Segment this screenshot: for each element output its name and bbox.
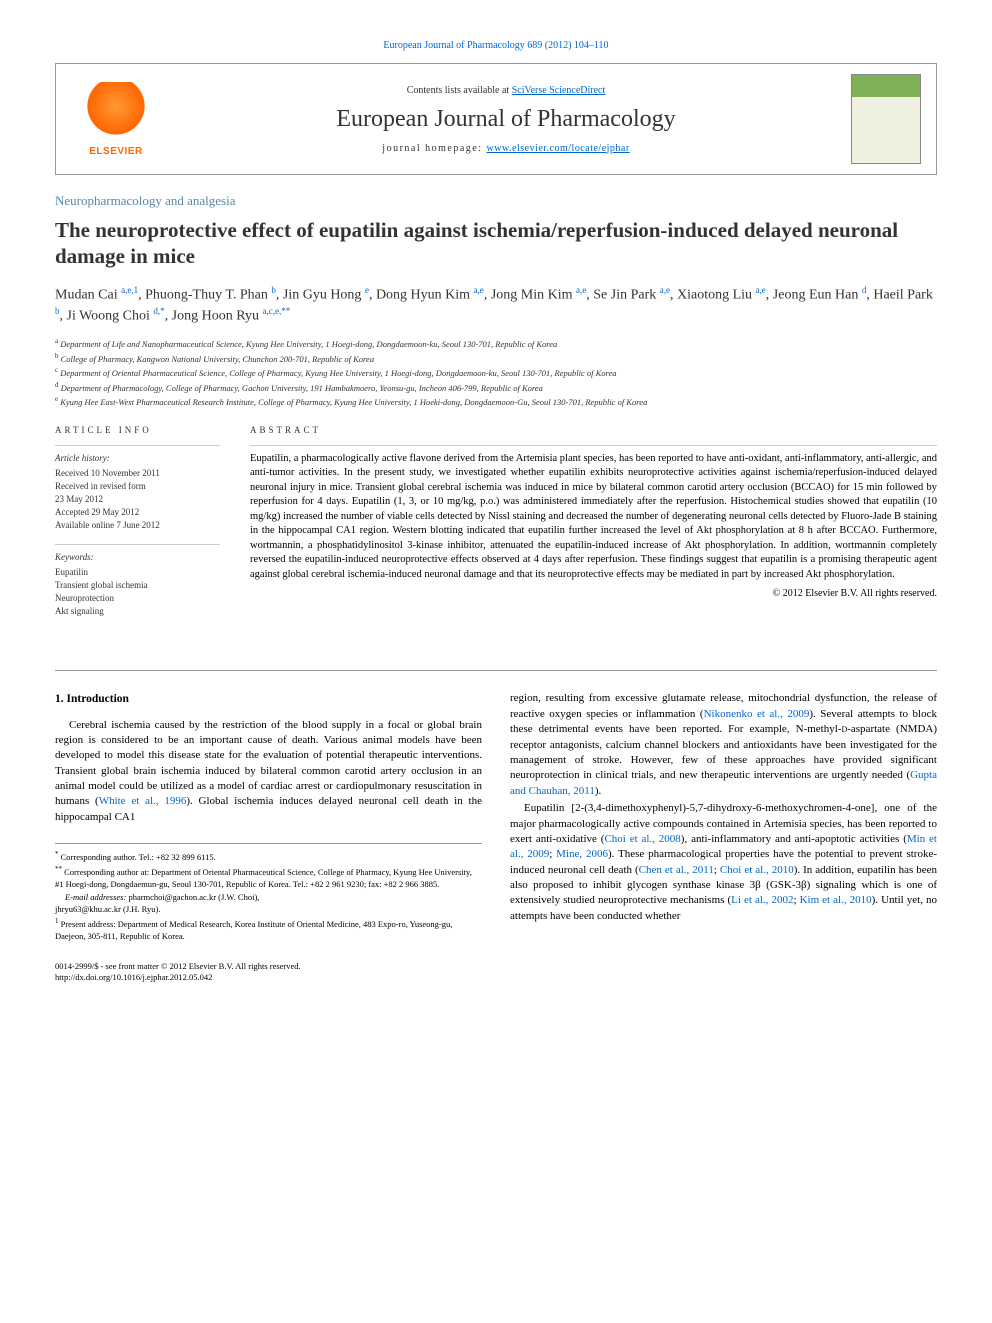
keyword-item: Eupatilin <box>55 566 220 579</box>
footnote-star-icon: * <box>55 850 59 858</box>
affiliation-line: e Kyung Hee East-West Pharmaceutical Res… <box>55 394 937 409</box>
affiliation-line: d Department of Pharmacology, College of… <box>55 380 937 395</box>
footer-doi-link[interactable]: http://dx.doi.org/10.1016/j.ejphar.2012.… <box>55 972 482 983</box>
history-label: Article history: <box>55 452 220 465</box>
article-info-sidebar: article info Article history: Received 1… <box>55 425 220 631</box>
header-center: Contents lists available at SciVerse Sci… <box>161 85 851 154</box>
contents-line: Contents lists available at SciVerse Sci… <box>161 85 851 96</box>
keywords-block: Keywords: EupatilinTransient global isch… <box>55 544 220 618</box>
history-line: 23 May 2012 <box>55 493 220 506</box>
footnote-1-icon: 1 <box>55 917 59 925</box>
footer-line1: 0014-2999/$ - see front matter © 2012 El… <box>55 961 482 972</box>
footnotes: * Corresponding author. Tel.: +82 32 899… <box>55 843 482 943</box>
homepage-prefix: journal homepage: <box>382 143 486 154</box>
intro-para-3: Eupatilin [2-(3,4-dimethoxyphenyl)-5,7-d… <box>510 801 937 924</box>
abstract-copyright: © 2012 Elsevier B.V. All rights reserved… <box>250 588 937 599</box>
body-col-left: 1. Introduction Cerebral ischemia caused… <box>55 691 482 983</box>
journal-name: European Journal of Pharmacology <box>161 106 851 133</box>
footnote-corr1: * Corresponding author. Tel.: +82 32 899… <box>55 850 482 864</box>
history-line: Available online 7 June 2012 <box>55 519 220 532</box>
keyword-item: Neuroprotection <box>55 592 220 605</box>
homepage-link[interactable]: www.elsevier.com/locate/ejphar <box>487 143 630 154</box>
footnote-doublestar-icon: ** <box>55 865 62 873</box>
contents-prefix: Contents lists available at <box>407 85 512 96</box>
email-link-1[interactable]: pharmchoi@gachon.ac.kr (J.W. Choi), <box>128 892 259 902</box>
abstract-column: abstract Eupatilin, a pharmacologically … <box>250 425 937 631</box>
journal-citation[interactable]: European Journal of Pharmacology 689 (20… <box>55 40 937 51</box>
keyword-item: Akt signaling <box>55 605 220 618</box>
article-info-heading: article info <box>55 425 220 435</box>
elsevier-tree-icon <box>86 82 146 142</box>
keywords-label: Keywords: <box>55 551 220 564</box>
affiliation-line: a Department of Life and Nanopharmaceuti… <box>55 336 937 351</box>
affiliations-list: a Department of Life and Nanopharmaceuti… <box>55 336 937 409</box>
article-history-block: Article history: Received 10 November 20… <box>55 445 220 532</box>
section-category: Neuropharmacology and analgesia <box>55 193 937 209</box>
intro-heading: 1. Introduction <box>55 691 482 707</box>
footnote-corr2: ** Corresponding author at: Department o… <box>55 865 482 891</box>
intro-para-2: region, resulting from excessive glutama… <box>510 691 937 799</box>
history-line: Accepted 29 May 2012 <box>55 506 220 519</box>
footnote-present-address: 1 Present address: Department of Medical… <box>55 917 482 943</box>
footer-meta: 0014-2999/$ - see front matter © 2012 El… <box>55 961 482 984</box>
elsevier-logo[interactable]: ELSEVIER <box>71 82 161 157</box>
abstract-text: Eupatilin, a pharmacologically active fl… <box>250 445 937 582</box>
journal-header: ELSEVIER Contents lists available at Sci… <box>55 63 937 175</box>
footnote-email2[interactable]: jhryu63@khu.ac.kr (J.H. Ryu). <box>55 904 482 916</box>
intro-para-1: Cerebral ischemia caused by the restrict… <box>55 718 482 826</box>
elsevier-label: ELSEVIER <box>71 146 161 157</box>
homepage-line: journal homepage: www.elsevier.com/locat… <box>161 143 851 154</box>
footnote-emails: E-mail addresses: pharmchoi@gachon.ac.kr… <box>55 892 482 904</box>
history-line: Received in revised form <box>55 480 220 493</box>
authors-list: Mudan Cai a,e,1, Phuong-Thuy T. Phan b, … <box>55 284 937 327</box>
abstract-heading: abstract <box>250 425 937 435</box>
keyword-item: Transient global ischemia <box>55 579 220 592</box>
affiliation-line: c Department of Oriental Pharmaceutical … <box>55 365 937 380</box>
journal-cover-thumbnail[interactable] <box>851 74 921 164</box>
article-title: The neuroprotective effect of eupatilin … <box>55 217 937 270</box>
body-col-right: region, resulting from excessive glutama… <box>510 691 937 983</box>
body-columns: 1. Introduction Cerebral ischemia caused… <box>55 670 937 983</box>
sciencedirect-link[interactable]: SciVerse ScienceDirect <box>512 85 606 96</box>
history-line: Received 10 November 2011 <box>55 467 220 480</box>
affiliation-line: b College of Pharmacy, Kangwon National … <box>55 351 937 366</box>
